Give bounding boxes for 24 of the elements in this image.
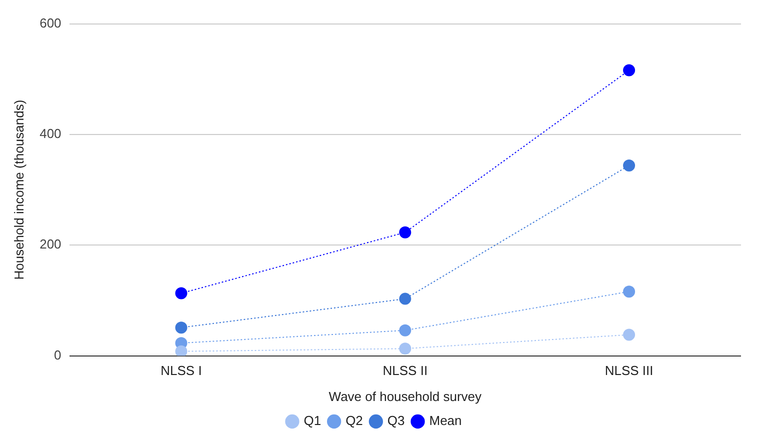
legend-label: Q3	[387, 413, 405, 428]
point	[399, 292, 412, 305]
legend-label: Mean	[429, 413, 462, 428]
point	[175, 287, 188, 300]
x-tick-label: NLSS I	[160, 363, 202, 378]
y-tick-label: 200	[40, 236, 62, 252]
y-tick-label: 0	[54, 347, 62, 362]
point	[623, 328, 636, 341]
x-tick-label: NLSS III	[604, 363, 654, 378]
legend-label: Q1	[304, 413, 322, 428]
x-axis-title: Wave of household survey	[328, 388, 482, 404]
point	[175, 345, 188, 356]
point	[399, 342, 412, 355]
y-tick-label: 400	[40, 126, 62, 142]
point	[399, 226, 412, 238]
point	[623, 159, 636, 172]
y-axis-title: Household income (thousands)	[11, 100, 26, 280]
y-tick-label: 600	[40, 15, 62, 30]
x-tick-label: NLSS II	[382, 363, 428, 378]
point	[175, 322, 188, 334]
point	[623, 64, 636, 76]
legend-label: Q2	[346, 413, 363, 428]
point	[623, 286, 636, 298]
point	[399, 324, 412, 336]
